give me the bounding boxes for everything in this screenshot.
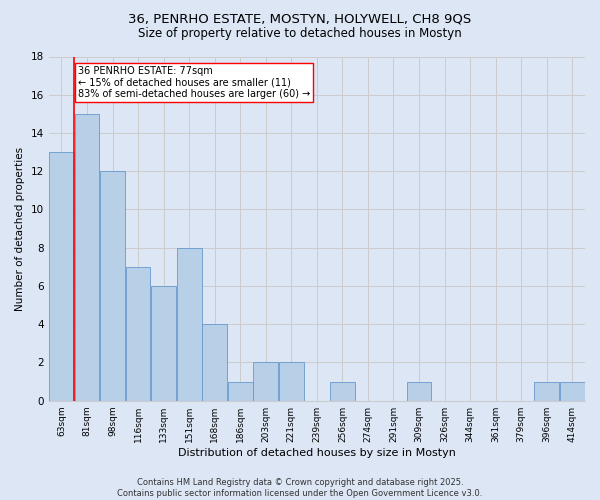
Bar: [330, 382, 355, 400]
Text: Size of property relative to detached houses in Mostyn: Size of property relative to detached ho…: [138, 28, 462, 40]
X-axis label: Distribution of detached houses by size in Mostyn: Distribution of detached houses by size …: [178, 448, 456, 458]
Bar: [253, 362, 278, 401]
Bar: [535, 382, 559, 400]
Bar: [100, 171, 125, 400]
Bar: [202, 324, 227, 400]
Bar: [279, 362, 304, 401]
Bar: [49, 152, 74, 400]
Bar: [228, 382, 253, 400]
Text: 36 PENRHO ESTATE: 77sqm
← 15% of detached houses are smaller (11)
83% of semi-de: 36 PENRHO ESTATE: 77sqm ← 15% of detache…: [78, 66, 310, 100]
Bar: [151, 286, 176, 401]
Bar: [125, 267, 151, 400]
Bar: [407, 382, 431, 400]
Bar: [560, 382, 584, 400]
Bar: [74, 114, 100, 401]
Text: Contains HM Land Registry data © Crown copyright and database right 2025.
Contai: Contains HM Land Registry data © Crown c…: [118, 478, 482, 498]
Y-axis label: Number of detached properties: Number of detached properties: [15, 146, 25, 310]
Text: 36, PENRHO ESTATE, MOSTYN, HOLYWELL, CH8 9QS: 36, PENRHO ESTATE, MOSTYN, HOLYWELL, CH8…: [128, 12, 472, 26]
Bar: [177, 248, 202, 400]
